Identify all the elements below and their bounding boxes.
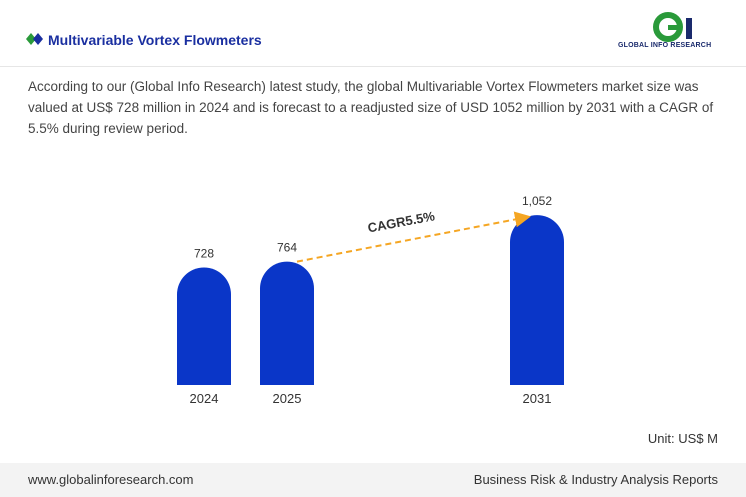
cagr-arrow bbox=[296, 211, 531, 263]
value-label: 1,052 bbox=[522, 194, 552, 208]
chart: 728 2024 764 2025 1,052 2031 CAGR5.5% bbox=[177, 194, 564, 406]
value-label: 764 bbox=[277, 241, 297, 255]
footer-right: Business Risk & Industry Analysis Report… bbox=[473, 472, 718, 487]
footer-left: www.globalinforesearch.com bbox=[28, 472, 194, 487]
description: According to our (Global Info Research) … bbox=[28, 79, 714, 136]
footer: www.globalinforesearch.com Business Risk… bbox=[0, 463, 746, 497]
header: Multivariable Vortex Flowmeters GLOBAL I… bbox=[0, 0, 746, 67]
title-icon bbox=[26, 33, 43, 45]
logo-text: GLOBAL INFO RESEARCH bbox=[618, 42, 712, 49]
title: Multivariable Vortex Flowmeters bbox=[48, 32, 262, 48]
bar bbox=[177, 267, 231, 385]
unit: Unit: US$ M bbox=[647, 431, 718, 446]
cagr-label: CAGR5.5% bbox=[366, 208, 436, 235]
x-tick-label: 2024 bbox=[190, 391, 219, 406]
x-tick-label: 2025 bbox=[273, 391, 302, 406]
value-label: 728 bbox=[194, 246, 214, 260]
bar bbox=[510, 215, 564, 385]
bar bbox=[260, 261, 314, 385]
x-tick-label: 2031 bbox=[523, 391, 552, 406]
logo-icon bbox=[653, 12, 692, 42]
